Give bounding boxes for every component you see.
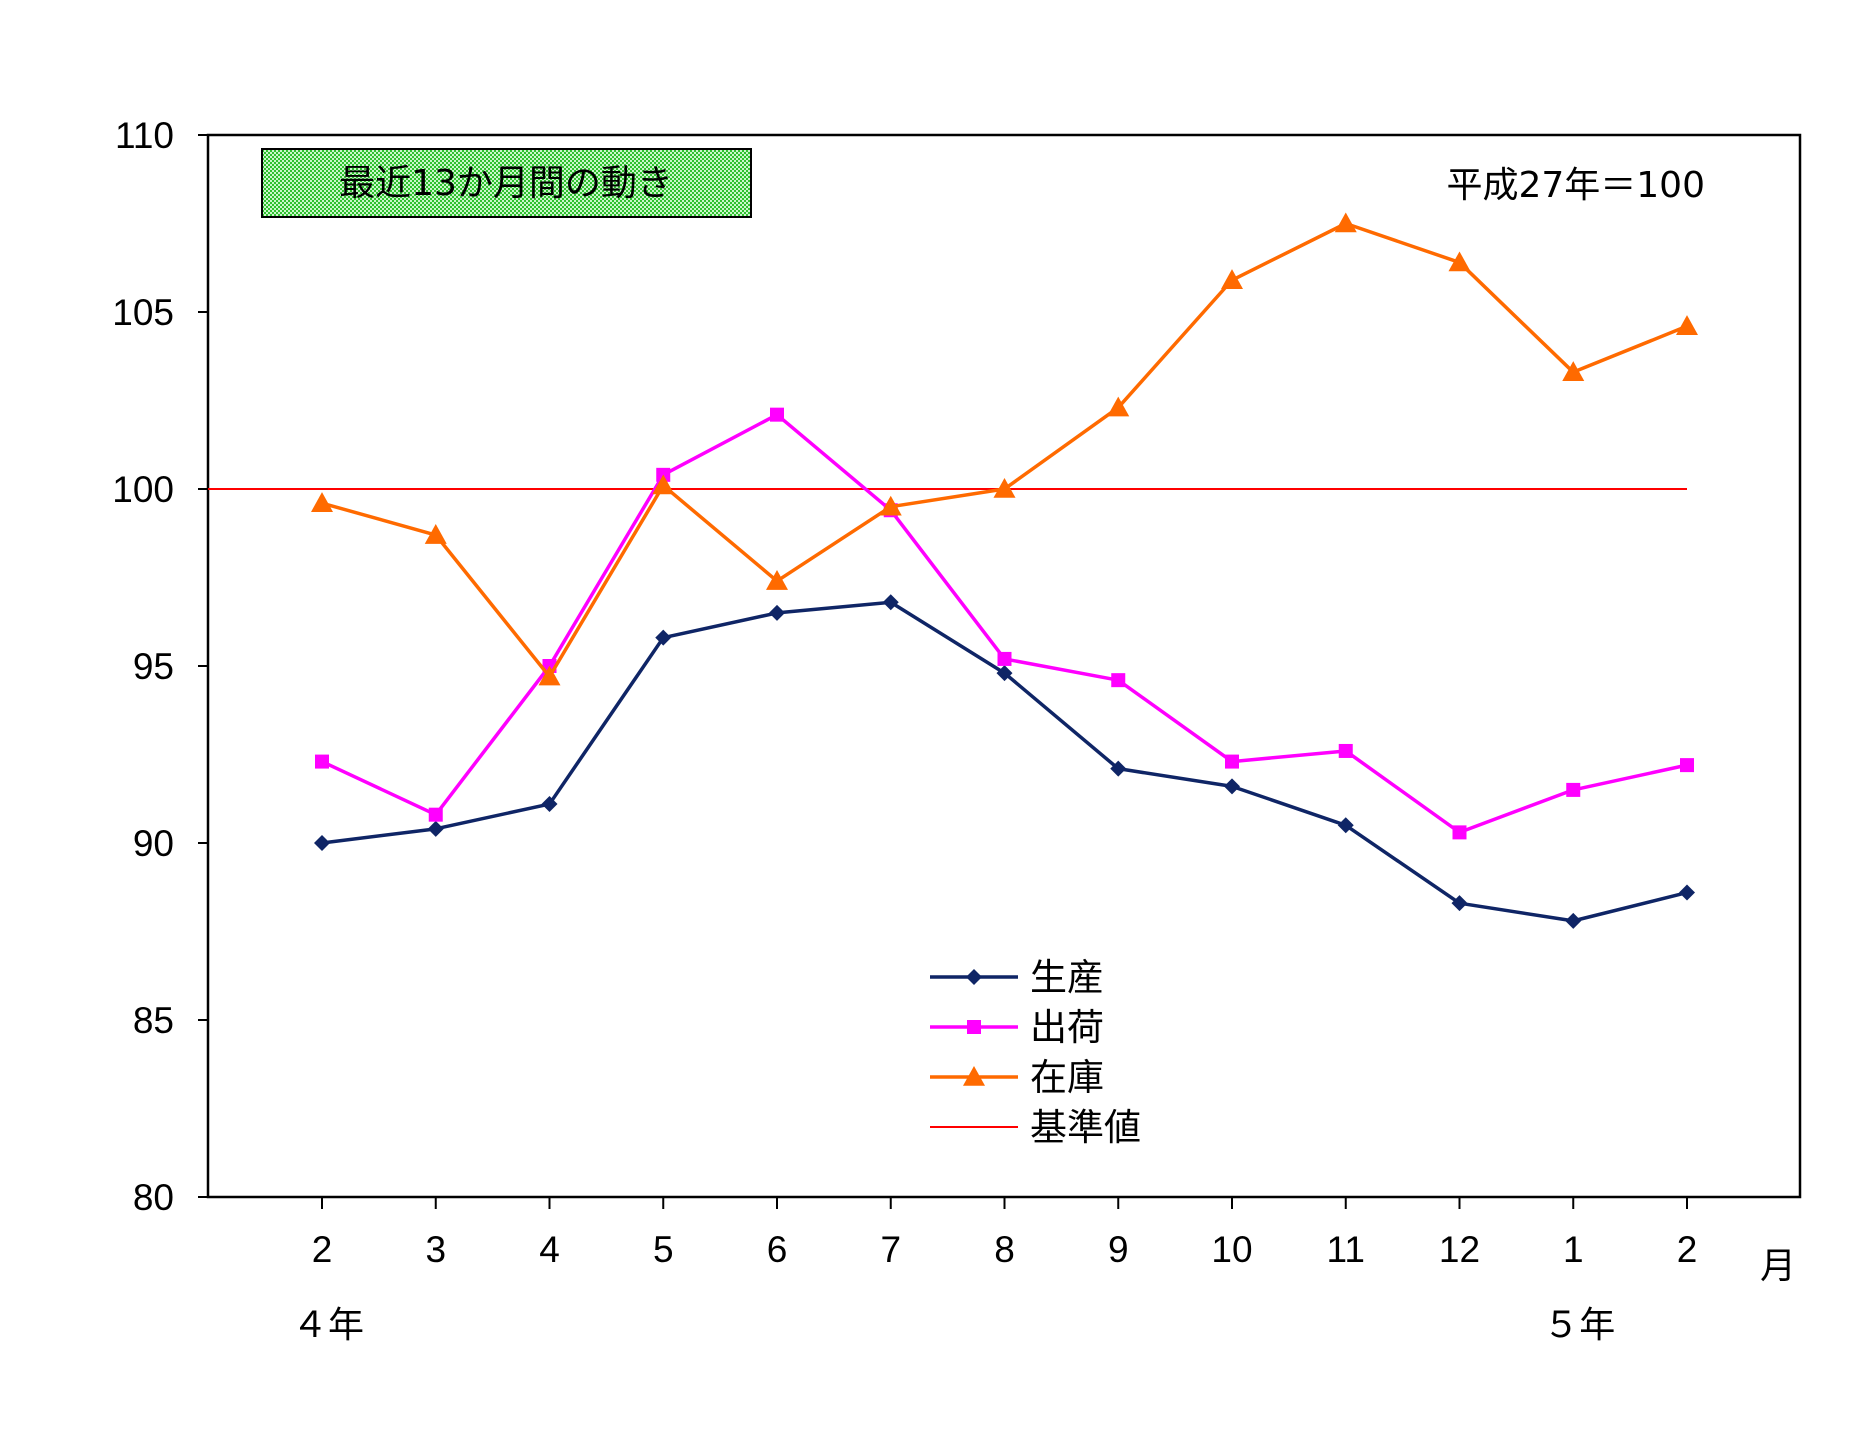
x-tick-label: 3 (425, 1229, 446, 1270)
year-label: ５年 (1543, 1305, 1615, 1346)
data-point (993, 478, 1016, 498)
y-tick-label: 95 (133, 646, 174, 687)
x-tick-label: 8 (994, 1229, 1015, 1270)
legend-label: 基準値 (1030, 1106, 1141, 1149)
data-point (1111, 673, 1126, 688)
data-point (1676, 315, 1698, 335)
x-tick-label: 5 (653, 1229, 674, 1270)
data-point (766, 570, 788, 590)
data-point (1107, 396, 1130, 417)
data-point (1680, 758, 1694, 773)
x-tick-label: 11 (1327, 1229, 1365, 1270)
y-tick-label: 100 (112, 469, 174, 510)
data-point (315, 754, 329, 769)
legend-label: 生産 (1030, 956, 1104, 999)
data-point (424, 524, 447, 544)
data-point (428, 807, 443, 822)
x-tick-label: 6 (767, 1229, 788, 1270)
data-point (1338, 743, 1353, 758)
x-tick-label: 10 (1211, 1229, 1252, 1270)
legend-label: 出荷 (1030, 1006, 1104, 1049)
data-point (882, 594, 899, 611)
title-box-background (261, 148, 752, 218)
data-point (1448, 251, 1471, 272)
legend-swatch-marker (966, 969, 982, 985)
legend-swatch-marker (967, 1020, 981, 1034)
y-tick-label: 90 (133, 823, 174, 864)
series-3 (311, 212, 1698, 686)
data-point (311, 492, 333, 512)
data-point (770, 407, 784, 422)
data-point (1337, 817, 1354, 834)
y-tick-label: 105 (112, 292, 174, 333)
legend-label: 在庫 (1030, 1056, 1104, 1099)
x-tick-label: 7 (880, 1229, 901, 1270)
y-axis: 80 85 90 95 100 105 110 (112, 115, 208, 1218)
data-point (769, 604, 785, 621)
data-point (1221, 269, 1243, 289)
x-tick-label: 2 (312, 1229, 333, 1270)
data-point (1562, 361, 1585, 381)
y-tick-label: 85 (133, 1000, 174, 1041)
data-point (1679, 884, 1695, 901)
series-1 (314, 594, 1695, 929)
data-point (1566, 782, 1581, 797)
data-point (1451, 895, 1468, 912)
x-tick-label: 4 (539, 1229, 560, 1270)
data-point (1110, 760, 1127, 777)
data-point (1565, 912, 1582, 929)
data-point (1225, 754, 1239, 769)
data-point (1452, 825, 1467, 840)
data-point (314, 835, 330, 851)
data-point (541, 796, 558, 813)
year-label: ４年 (292, 1305, 364, 1346)
data-point (538, 665, 561, 686)
title-box: 最近13か月間の動き (261, 148, 752, 218)
data-point (1224, 778, 1240, 795)
legend-swatch-marker (963, 1066, 985, 1086)
data-point (997, 651, 1012, 666)
data-point (427, 820, 444, 837)
x-tick-label: 1 (1563, 1229, 1584, 1270)
title-box-text: 最近13か月間の動き (339, 163, 673, 204)
x-tick-label: 2 (1677, 1229, 1698, 1270)
data-point (1334, 212, 1357, 233)
data-point (655, 629, 672, 646)
series-group (311, 212, 1698, 929)
data-point (652, 474, 675, 495)
x-tick-label: 9 (1108, 1229, 1129, 1270)
data-point (996, 665, 1013, 682)
x-axis: 2 3 4 5 6 7 8 9 10 11 12 1 2４年 ５年 (292, 1197, 1697, 1346)
y-tick-label: 110 (115, 115, 174, 156)
base-year-note: 平成27年＝100 (1446, 165, 1705, 206)
y-tick-label: 80 (133, 1177, 174, 1218)
data-point (879, 495, 902, 516)
x-unit-label: 月 (1760, 1246, 1796, 1287)
x-tick-label: 12 (1439, 1229, 1480, 1270)
